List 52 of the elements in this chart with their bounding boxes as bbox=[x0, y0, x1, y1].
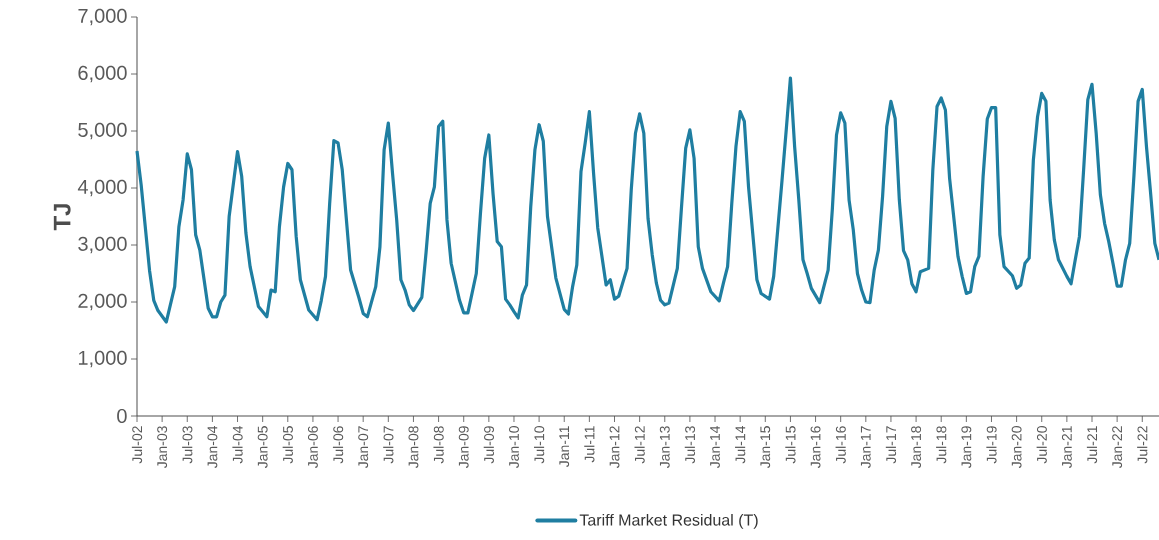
x-tick-label: Jan-21 bbox=[1061, 426, 1072, 469]
x-tick-label: Jan-05 bbox=[257, 426, 268, 469]
x-tick-label: Jan-06 bbox=[307, 426, 318, 469]
x-tick-label: Jan-04 bbox=[207, 425, 218, 469]
x-tick-label: Jul-04 bbox=[232, 425, 243, 464]
x-tick-label: Jan-03 bbox=[157, 426, 168, 469]
y-tick-label: 3,000 bbox=[78, 236, 127, 254]
x-tick-label: Jul-11 bbox=[584, 426, 595, 463]
x-tick-label: Jan-08 bbox=[408, 426, 419, 469]
x-tick-label: Jul-15 bbox=[785, 426, 796, 464]
x-tick-label: Jan-13 bbox=[659, 426, 670, 469]
x-tick-label: Jul-12 bbox=[634, 426, 645, 464]
x-tick-label: Jan-19 bbox=[961, 426, 972, 469]
x-tick-label: Jan-15 bbox=[760, 426, 771, 469]
x-tick-label: Jul-03 bbox=[182, 426, 193, 464]
y-axis-title: TJ bbox=[53, 204, 71, 231]
x-tick-label: Jul-09 bbox=[483, 426, 494, 464]
x-tick-label: Jan-17 bbox=[860, 426, 871, 469]
x-tick-label: Jul-18 bbox=[936, 426, 947, 464]
y-tick-label: 7,000 bbox=[78, 8, 127, 26]
x-tick-label: Jul-16 bbox=[835, 426, 846, 464]
x-tick-label: Jul-13 bbox=[684, 426, 696, 464]
x-tick-label: Jan-18 bbox=[911, 426, 922, 469]
x-tick-label: Jul-05 bbox=[282, 426, 293, 464]
legend-label: Tariff Market Residual (T) bbox=[579, 513, 758, 529]
x-tick-label: Jan-16 bbox=[810, 426, 821, 469]
line-series bbox=[135, 76, 1159, 324]
x-tick-label: Jul-02 bbox=[131, 426, 143, 464]
y-tick-label: 2,000 bbox=[78, 293, 127, 311]
x-tick-label: Jan-11 bbox=[559, 426, 570, 468]
x-tick-label: Jan-12 bbox=[609, 426, 620, 469]
x-tick-label: Jul-14 bbox=[735, 425, 746, 464]
x-tick-label: Jul-08 bbox=[433, 426, 444, 464]
x-tick-label: Jul-10 bbox=[533, 426, 545, 464]
x-tick-label: Jul-21 bbox=[1086, 426, 1098, 464]
x-tick-label: Jul-17 bbox=[885, 426, 897, 464]
x-tick-label: Jul-06 bbox=[332, 426, 344, 464]
x-tick-label: Jul-07 bbox=[383, 426, 394, 464]
x-tick-label: Jul-22 bbox=[1137, 426, 1148, 464]
y-tick-label: 6,000 bbox=[78, 65, 127, 83]
x-tick-label: Jan-07 bbox=[358, 426, 369, 469]
x-tick-label: Jan-10 bbox=[509, 426, 519, 469]
x-tick-label: Jul-19 bbox=[986, 426, 997, 464]
y-tick-label: 5,000 bbox=[78, 122, 127, 140]
y-tick-label: 1,000 bbox=[78, 350, 127, 368]
x-tick-label: Jul-20 bbox=[1036, 426, 1047, 464]
x-tick-label: Jan-20 bbox=[1011, 426, 1022, 469]
y-tick-label: 4,000 bbox=[77, 179, 127, 197]
x-tick-label: Jan-14 bbox=[710, 425, 720, 469]
x-tick-label: Jan-22 bbox=[1112, 426, 1123, 469]
y-tick-label: 0 bbox=[117, 408, 127, 424]
x-tick-label: Jan-09 bbox=[458, 426, 469, 469]
